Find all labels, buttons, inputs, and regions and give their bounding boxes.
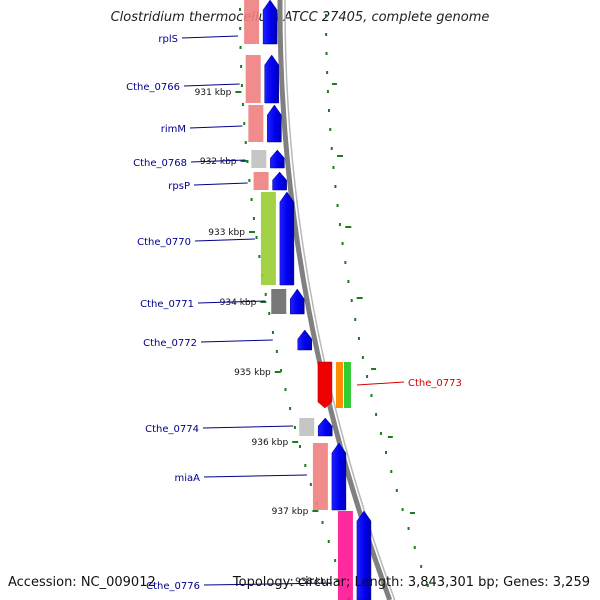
cog-color-band xyxy=(312,443,328,510)
gene-leader-line xyxy=(203,582,332,586)
cds-arrow-minus xyxy=(267,104,282,143)
cds-arrow-minus xyxy=(272,171,287,191)
gene-label: Cthe_0768 xyxy=(133,158,187,169)
cds-arrow-minus xyxy=(270,149,285,169)
genome-backbone xyxy=(277,0,393,600)
gene-label: Cthe_0770 xyxy=(137,237,191,248)
feature-band-green xyxy=(343,362,351,408)
ruler-label: 936 kbp xyxy=(252,438,289,448)
gene-label: rimM xyxy=(161,124,186,135)
cds-arrow-minus xyxy=(297,329,313,351)
gene-label: miaA xyxy=(175,473,201,484)
gene-leader-line xyxy=(194,238,255,242)
backbone-layer xyxy=(277,0,396,600)
gene-leader-line xyxy=(356,381,405,386)
gene-leader-line xyxy=(203,474,307,478)
gene-leader-line xyxy=(200,339,273,343)
gene-leader-line xyxy=(181,35,239,39)
label-layer: rplS Cthe_0766 rimM Cthe_0768 rpsP Cthe_0770 C… xyxy=(126,34,462,592)
cog-color-band xyxy=(245,55,261,103)
feature-band-orange xyxy=(335,362,343,408)
gene-leader-line xyxy=(190,159,246,163)
cds-arrow-minus xyxy=(331,442,347,511)
cog-color-band xyxy=(337,511,353,600)
gene-label: rpsP xyxy=(168,181,190,192)
cds-arrow-minus xyxy=(262,0,278,45)
cds-arrow-minus xyxy=(317,417,333,437)
gene-label: rplS xyxy=(158,34,178,45)
cds-arrow-minus xyxy=(290,288,305,315)
cog-color-band xyxy=(253,172,269,190)
cds-arrow-minus xyxy=(356,510,372,600)
ruler-label: 935 kbp xyxy=(234,368,271,378)
cog-color-band xyxy=(271,289,287,314)
cds-arrow-minus xyxy=(264,54,279,104)
ruler-label: 933 kbp xyxy=(208,228,245,238)
gene-leader-line xyxy=(183,83,240,87)
gene-label: Cthe_0772 xyxy=(143,338,197,349)
cog-color-band xyxy=(251,150,267,168)
cog-color-band xyxy=(299,418,315,436)
gene-leader-line xyxy=(197,300,266,304)
cog-color-band xyxy=(260,192,276,285)
gene-label: Cthe_0774 xyxy=(145,424,199,435)
cog-color-band xyxy=(244,0,260,44)
ruler-label: 938 kbp xyxy=(295,577,332,587)
ruler-label: 934 kbp xyxy=(220,298,257,308)
genome-summary-text: Topology: circular; Length: 3,843,301 bp… xyxy=(232,575,590,590)
gene-leader-line xyxy=(202,425,294,429)
gene-label: Cthe_0766 xyxy=(126,82,180,93)
tick-layer: 931 kbp 932 kbp 933 kbp 934 kbp 935 kbp 936 k… xyxy=(195,8,429,600)
gene-label: Cthe_0771 xyxy=(140,299,194,310)
gene-leader-line xyxy=(189,125,243,129)
cds-arrow-plus xyxy=(317,361,333,409)
ruler-label: 931 kbp xyxy=(195,88,232,98)
cog-color-band xyxy=(248,105,264,142)
accession-text: Accession: NC_009012 xyxy=(8,575,156,590)
ruler-label: 937 kbp xyxy=(272,507,309,517)
gene-label: Cthe_0776 xyxy=(146,581,200,592)
genome-backbone-edge xyxy=(284,0,396,600)
cds-arrow-minus xyxy=(279,191,295,286)
ruler-label: 932 kbp xyxy=(200,157,237,167)
gene-label: Cthe_0773 xyxy=(408,378,462,389)
feature-layer xyxy=(244,0,372,600)
gene-leader-line xyxy=(193,182,248,186)
map-title: Clostridium thermocellum ATCC 27405, com… xyxy=(110,10,490,25)
